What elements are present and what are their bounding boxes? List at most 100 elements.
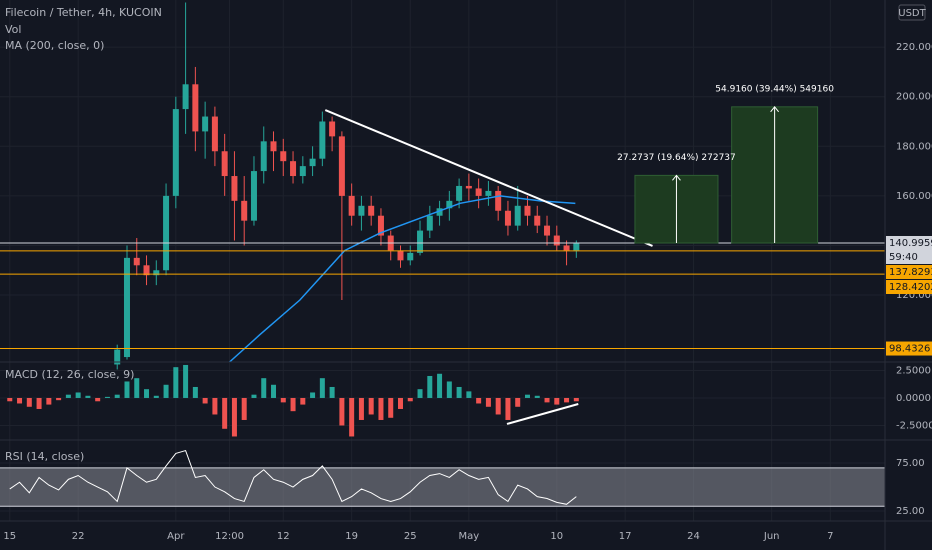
x-tick-label: 10 [550, 531, 563, 542]
macd-bar [241, 397, 247, 420]
macd-bar [485, 397, 491, 407]
candle-body [436, 208, 443, 216]
x-tick-label: May [459, 531, 480, 542]
candle-body [241, 200, 248, 221]
position-arrowhead [672, 174, 681, 181]
macd-bar [407, 397, 413, 402]
macd-bar [144, 389, 150, 398]
macd-bar [349, 397, 355, 437]
candle-body [338, 136, 345, 196]
price-label-box [886, 341, 932, 356]
macd-bar [222, 397, 228, 429]
candle-body [211, 116, 218, 152]
candle-body [514, 205, 521, 226]
price-label: 128.4202 [889, 282, 932, 293]
macd-bar [554, 397, 560, 405]
x-tick-label: 7 [827, 531, 833, 542]
macd-bar [544, 397, 550, 403]
macd-bar [17, 397, 23, 404]
price-label: 137.8293 [889, 267, 932, 278]
macd-bar [163, 384, 169, 398]
price-label-box [886, 235, 932, 264]
candle-body [475, 188, 482, 196]
candle-body [407, 252, 414, 261]
candle-body [348, 195, 355, 216]
marks [0, 2, 885, 505]
macd-bar [36, 397, 42, 409]
y-tick-label: 200.0000 [896, 92, 932, 103]
macd-bar [202, 397, 208, 404]
macd-bar [114, 394, 120, 398]
candle-body [534, 215, 541, 226]
macd-bar [319, 378, 325, 398]
candle-body [231, 176, 238, 201]
x-tick-label: 17 [619, 531, 632, 542]
candle-body [524, 205, 531, 216]
macd-bar [397, 397, 403, 409]
macd-bar [7, 397, 13, 402]
macd-bar [95, 397, 101, 402]
y-tick-label: 120.0000 [896, 290, 932, 301]
macd-bar [231, 397, 237, 437]
macd-bar [368, 397, 374, 415]
macd-bar [358, 397, 364, 420]
candle-body [368, 205, 375, 216]
candle-body [153, 270, 160, 276]
y-tick-label: 180.0000 [896, 141, 932, 152]
candle-body [495, 190, 502, 211]
candle-body [553, 235, 560, 246]
price-label-box [886, 279, 932, 294]
x-tick-label: 19 [345, 531, 358, 542]
y-tick-label: -2.5000 [896, 420, 932, 431]
macd-bar [310, 392, 316, 398]
candle-body [192, 84, 199, 132]
macd-bar [75, 392, 81, 398]
candle-body [456, 185, 463, 201]
macd-bar [134, 378, 140, 398]
chart-title: Filecoin / Tether, 4h, KUCOIN [5, 6, 162, 19]
x-tick-label: 25 [404, 531, 417, 542]
macd-bar [378, 397, 384, 420]
legend-ma: MA (200, close, 0) [5, 39, 104, 52]
y-tick-label: 160.0000 [896, 191, 932, 202]
x-tick-label: Apr [167, 531, 185, 542]
macd-bar [46, 397, 52, 405]
macd-bar [56, 397, 62, 401]
candle-body [417, 230, 424, 253]
candle-body [319, 121, 326, 159]
position-arrowhead [770, 106, 780, 113]
macd-bar [339, 397, 345, 426]
countdown: 59:40 [889, 252, 918, 263]
candle-body [563, 245, 570, 251]
macd-bar [290, 397, 296, 412]
x-tick-label: 22 [72, 531, 85, 542]
trendline [324, 109, 653, 247]
candle-body [143, 265, 150, 276]
x-tick-label: Jun [763, 531, 780, 542]
candle-body [260, 141, 267, 172]
x-tick-label: 15 [3, 531, 16, 542]
candle-body [114, 349, 121, 365]
y-tick-label: 2.5000 [896, 365, 931, 376]
candle-body [377, 215, 384, 236]
legend-volume: Vol [5, 23, 21, 36]
candle-body [397, 250, 404, 261]
candle-body [485, 190, 492, 196]
macd-bar [173, 367, 179, 398]
candle-body [163, 195, 170, 271]
macd-bar [417, 389, 423, 398]
rsi-line [9, 449, 577, 505]
macd-bar [437, 373, 443, 398]
macd-bar [251, 394, 257, 398]
y-tick-label: 25.00 [896, 506, 925, 517]
candle-body [544, 225, 551, 236]
macd-bar [534, 395, 540, 398]
y-tick-label: 75.00 [896, 458, 925, 469]
candle-body [123, 257, 130, 358]
x-tick-label: 12 [277, 531, 290, 542]
x-tick-label: 12:00 [215, 531, 244, 542]
macd-bar [456, 386, 462, 398]
macd-bar [183, 364, 189, 398]
candle-body [504, 210, 511, 226]
